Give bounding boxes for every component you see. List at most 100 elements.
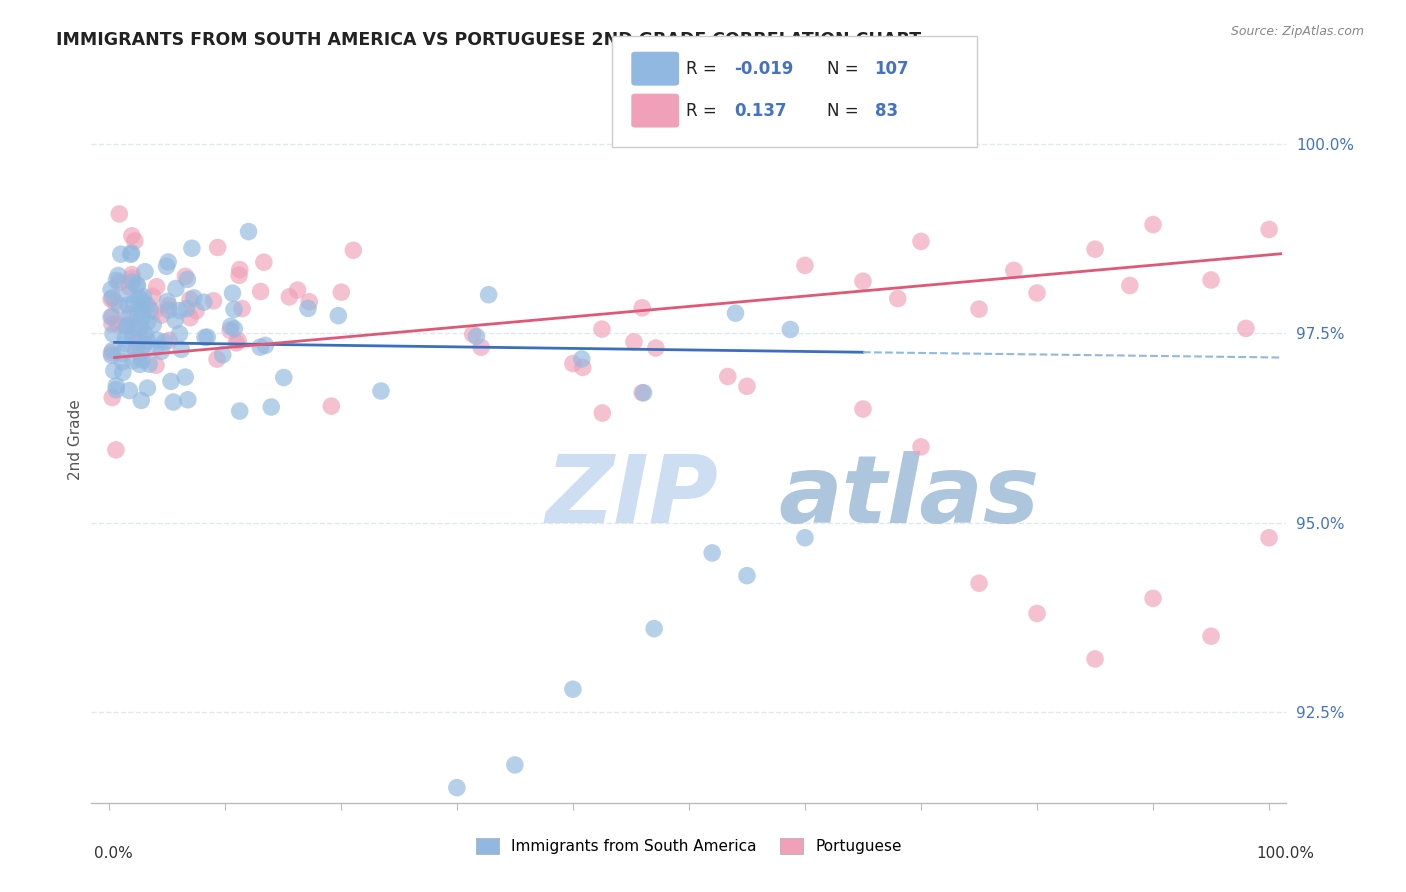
Point (735, 568, 758, 582)
Text: R =: R = (686, 60, 723, 78)
Point (117, 318, 139, 332)
Text: 0.137: 0.137 (734, 102, 786, 120)
Point (114, 331, 136, 345)
Point (321, 399, 343, 413)
Point (134, 265, 156, 279)
Point (136, 381, 159, 395)
Point (100, 283, 122, 297)
Point (174, 269, 197, 284)
Point (165, 281, 187, 295)
Point (219, 323, 242, 337)
Point (571, 360, 593, 375)
Point (370, 384, 392, 398)
Text: R =: R = (686, 102, 723, 120)
Point (114, 336, 136, 351)
Point (165, 313, 187, 327)
Point (1084, 242, 1107, 256)
Point (111, 366, 134, 380)
Point (228, 404, 250, 418)
Point (1234, 321, 1257, 335)
Point (105, 273, 128, 287)
Point (260, 400, 283, 414)
Point (117, 311, 139, 326)
Point (330, 285, 353, 300)
Point (297, 301, 319, 316)
Point (118, 384, 141, 398)
Point (145, 341, 167, 355)
Point (145, 279, 167, 293)
Point (1258, 222, 1281, 236)
Point (1142, 218, 1164, 232)
Point (852, 402, 875, 417)
Text: atlas: atlas (779, 451, 1040, 543)
Point (131, 306, 153, 320)
Point (253, 255, 276, 269)
Point (794, 259, 817, 273)
Point (117, 298, 139, 312)
Point (101, 326, 124, 341)
Point (174, 370, 197, 384)
Point (1084, 652, 1107, 666)
Point (156, 294, 179, 309)
Point (107, 268, 129, 283)
Text: N =: N = (827, 60, 863, 78)
Text: -0.019: -0.019 (734, 60, 793, 78)
Point (702, 546, 724, 560)
Point (129, 321, 152, 335)
Point (644, 341, 666, 355)
Point (101, 310, 124, 324)
Point (127, 278, 149, 293)
Point (1142, 591, 1164, 606)
Point (194, 330, 217, 344)
Point (794, 531, 817, 545)
Point (169, 326, 191, 341)
Text: IMMIGRANTS FROM SOUTH AMERICA VS PORTUGUESE 2ND GRADE CORRELATION CHART: IMMIGRANTS FROM SOUTH AMERICA VS PORTUGU… (56, 31, 921, 49)
Point (100, 310, 122, 324)
Point (101, 343, 124, 358)
Point (120, 247, 142, 261)
Point (132, 290, 155, 304)
Point (134, 326, 156, 341)
Point (108, 298, 131, 312)
Point (231, 301, 253, 316)
Point (183, 291, 205, 305)
Point (461, 327, 484, 342)
Point (121, 275, 143, 289)
Point (1119, 278, 1142, 293)
Point (1199, 629, 1222, 643)
Point (631, 301, 654, 315)
Point (273, 370, 295, 384)
Point (125, 322, 148, 336)
Point (910, 440, 932, 454)
Point (120, 307, 142, 321)
Point (249, 285, 271, 299)
Point (101, 317, 124, 331)
Point (121, 268, 143, 282)
Point (219, 319, 242, 334)
Point (287, 283, 309, 297)
Point (887, 292, 910, 306)
Point (157, 298, 180, 312)
Point (131, 312, 153, 326)
Point (105, 383, 128, 397)
Point (125, 340, 148, 354)
Point (136, 334, 159, 348)
Point (122, 296, 145, 310)
Point (131, 353, 153, 368)
Point (122, 354, 145, 368)
Point (114, 319, 136, 334)
Point (1026, 607, 1049, 621)
Point (180, 241, 202, 255)
Point (162, 395, 184, 409)
Point (177, 392, 200, 407)
Point (118, 280, 141, 294)
Point (100, 348, 122, 362)
Point (117, 287, 139, 301)
Point (125, 343, 148, 358)
Point (169, 303, 191, 318)
Point (125, 277, 148, 292)
Point (101, 291, 124, 305)
Point (446, 780, 468, 795)
Point (229, 262, 252, 277)
Point (105, 379, 128, 393)
